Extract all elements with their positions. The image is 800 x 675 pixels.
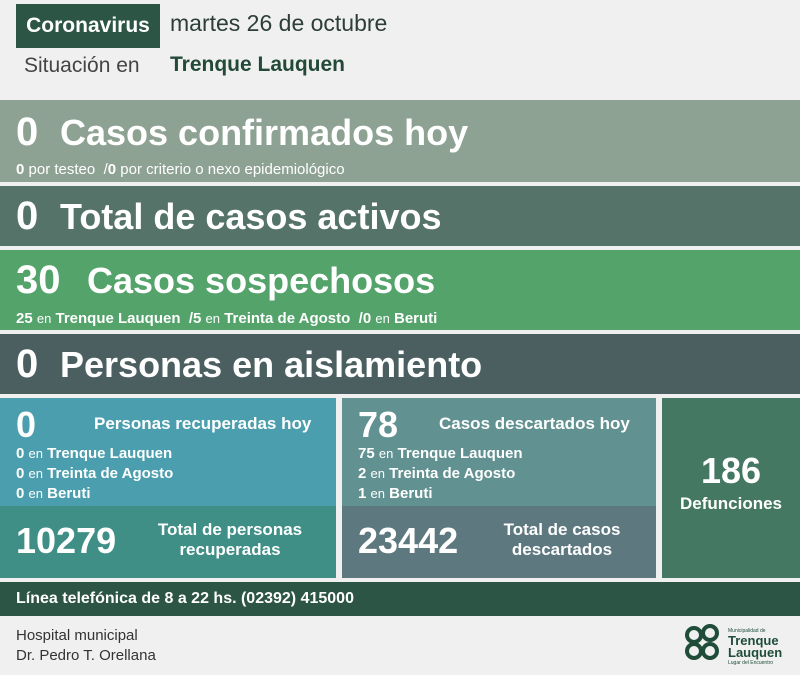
report-date: martes 26 de octubre: [170, 10, 388, 36]
des-tl-en: en: [378, 446, 394, 461]
logo-name-2: Lauquen: [728, 645, 782, 660]
sosp-tl-place: Trenque Lauquen: [55, 310, 181, 327]
sosp-be-value: 0: [362, 310, 372, 327]
des-ta-en: en: [370, 466, 385, 481]
defunciones-label: Defunciones: [679, 494, 783, 513]
des-ta-place: Treinta de Agosto: [389, 465, 516, 482]
des-ta-value: 2: [358, 465, 367, 482]
rec-ta-en: en: [28, 466, 43, 481]
sospechosos-label: Casos sospechosos: [87, 260, 436, 301]
logo-sub-text: Lugar del Encuentro: [728, 660, 773, 666]
municipality-logo-icon: Municipalidad de Trenque Lauquen Lugar d…: [682, 620, 794, 666]
sosp-ta-value: 5: [193, 310, 202, 327]
rec-tl-line: 0 en Trenque Lauquen: [16, 445, 172, 462]
municipality-logo-svg: Municipalidad de Trenque Lauquen Lugar d…: [685, 624, 782, 666]
descartados-label: Casos descartados hoy: [439, 414, 630, 433]
recuperadas-total-label-1: Total de personas: [157, 520, 303, 539]
des-tl-line: 75 en Trenque Lauquen: [358, 445, 523, 462]
phone-line: Línea telefónica de 8 a 22 hs. (02392) 4…: [0, 582, 800, 616]
criterio-value: 0: [107, 161, 117, 178]
sosp-tl-en: en: [36, 311, 52, 326]
des-be-line: 1 en Beruti: [358, 485, 433, 502]
aislamiento-value: 0: [16, 342, 39, 386]
descartados-total-label: Total de casos descartados: [482, 520, 642, 560]
sosp-ta-en: en: [205, 311, 221, 326]
aislamiento-band: 0 Personas en aislamiento: [0, 334, 800, 394]
descartados-value: 78: [358, 404, 399, 445]
rec-be-line: 0 en Beruti: [16, 485, 91, 502]
des-be-value: 1: [358, 485, 367, 502]
rec-be-place: Beruti: [47, 485, 91, 502]
rec-tl-place: Trenque Lauquen: [47, 445, 173, 462]
rec-ta-place: Treinta de Agosto: [47, 465, 174, 482]
defunciones-value: 186: [700, 450, 762, 491]
des-be-place: Beruti: [389, 485, 433, 502]
recuperadas-total-value: 10279: [16, 520, 117, 561]
recuperadas-panel: 0 Personas recuperadas hoy 0 en Trenque …: [0, 398, 336, 506]
rec-ta-line: 0 en Treinta de Agosto: [16, 465, 173, 482]
testeo-text: por testeo: [28, 161, 96, 178]
sosp-be-place: Beruti: [393, 310, 438, 327]
confirmados-label: Casos confirmados hoy: [60, 112, 469, 153]
descartados-total-label-2: descartados: [511, 540, 613, 559]
rec-tl-en: en: [28, 446, 43, 461]
descartados-total-label-1: Total de casos: [503, 520, 621, 539]
recuperadas-total-panel: 10279 Total de personas recuperadas: [0, 506, 336, 578]
recuperadas-value: 0: [16, 404, 37, 445]
confirmados-value: 0: [16, 110, 39, 154]
sosp-tl-value: 25: [16, 310, 33, 327]
logo-top-text: Municipalidad de: [728, 628, 766, 634]
sospechosos-value: 30: [16, 258, 61, 302]
slash-separator-icon: /: [358, 310, 363, 327]
recuperadas-label: Personas recuperadas hoy: [94, 414, 312, 433]
rec-be-en: en: [28, 486, 43, 501]
sosp-ta-place: Treinta de Agosto: [224, 310, 351, 327]
hospital-line-1: Hospital municipal: [16, 627, 138, 644]
testeo-value: 0: [16, 161, 25, 178]
sospechosos-band: 30 Casos sospechosos 25 en Trenque Lauqu…: [0, 250, 800, 330]
des-tl-place: Trenque Lauquen: [397, 445, 523, 462]
criterio-text: por criterio o nexo epidemiológico: [120, 161, 345, 178]
defunciones-panel: 186 Defunciones: [662, 398, 800, 578]
recuperadas-total-label: Total de personas recuperadas: [150, 520, 310, 560]
descartados-total-value: 23442: [358, 520, 459, 561]
coronavirus-tag-label: Coronavirus: [26, 14, 150, 37]
slash-separator-icon: /: [103, 161, 108, 178]
sosp-be-en: en: [375, 311, 390, 326]
aislamiento-label: Personas en aislamiento: [60, 344, 483, 385]
coronavirus-tag: Coronavirus: [16, 4, 160, 48]
slash-separator-icon: /: [188, 310, 194, 327]
rec-ta-value: 0: [16, 465, 25, 482]
confirmados-band: 0 Casos confirmados hoy 0 por testeo /0 …: [0, 100, 800, 182]
descartados-panel: 78 Casos descartados hoy 75 en Trenque L…: [342, 398, 656, 506]
hospital-line-2: Dr. Pedro T. Orellana: [16, 647, 156, 664]
activos-band: 0 Total de casos activos: [0, 186, 800, 246]
rec-tl-value: 0: [16, 445, 25, 462]
sospechosos-detail: 25 en Trenque Lauquen /5 en Treinta de A…: [16, 310, 437, 327]
des-be-en: en: [370, 486, 385, 501]
des-ta-line: 2 en Treinta de Agosto: [358, 465, 515, 482]
des-tl-value: 75: [358, 445, 375, 462]
rec-be-value: 0: [16, 485, 25, 502]
logo-name-1: Trenque: [728, 633, 779, 648]
situacion-label: Situación en: [24, 54, 140, 77]
activos-value: 0: [16, 194, 39, 238]
confirmados-detail: 0 por testeo /0 por criterio o nexo epid…: [16, 161, 345, 178]
recuperadas-total-label-2: recuperadas: [179, 540, 281, 559]
activos-label: Total de casos activos: [60, 196, 442, 237]
place-name: Trenque Lauquen: [170, 53, 346, 76]
descartados-total-panel: 23442 Total de casos descartados: [342, 506, 656, 578]
